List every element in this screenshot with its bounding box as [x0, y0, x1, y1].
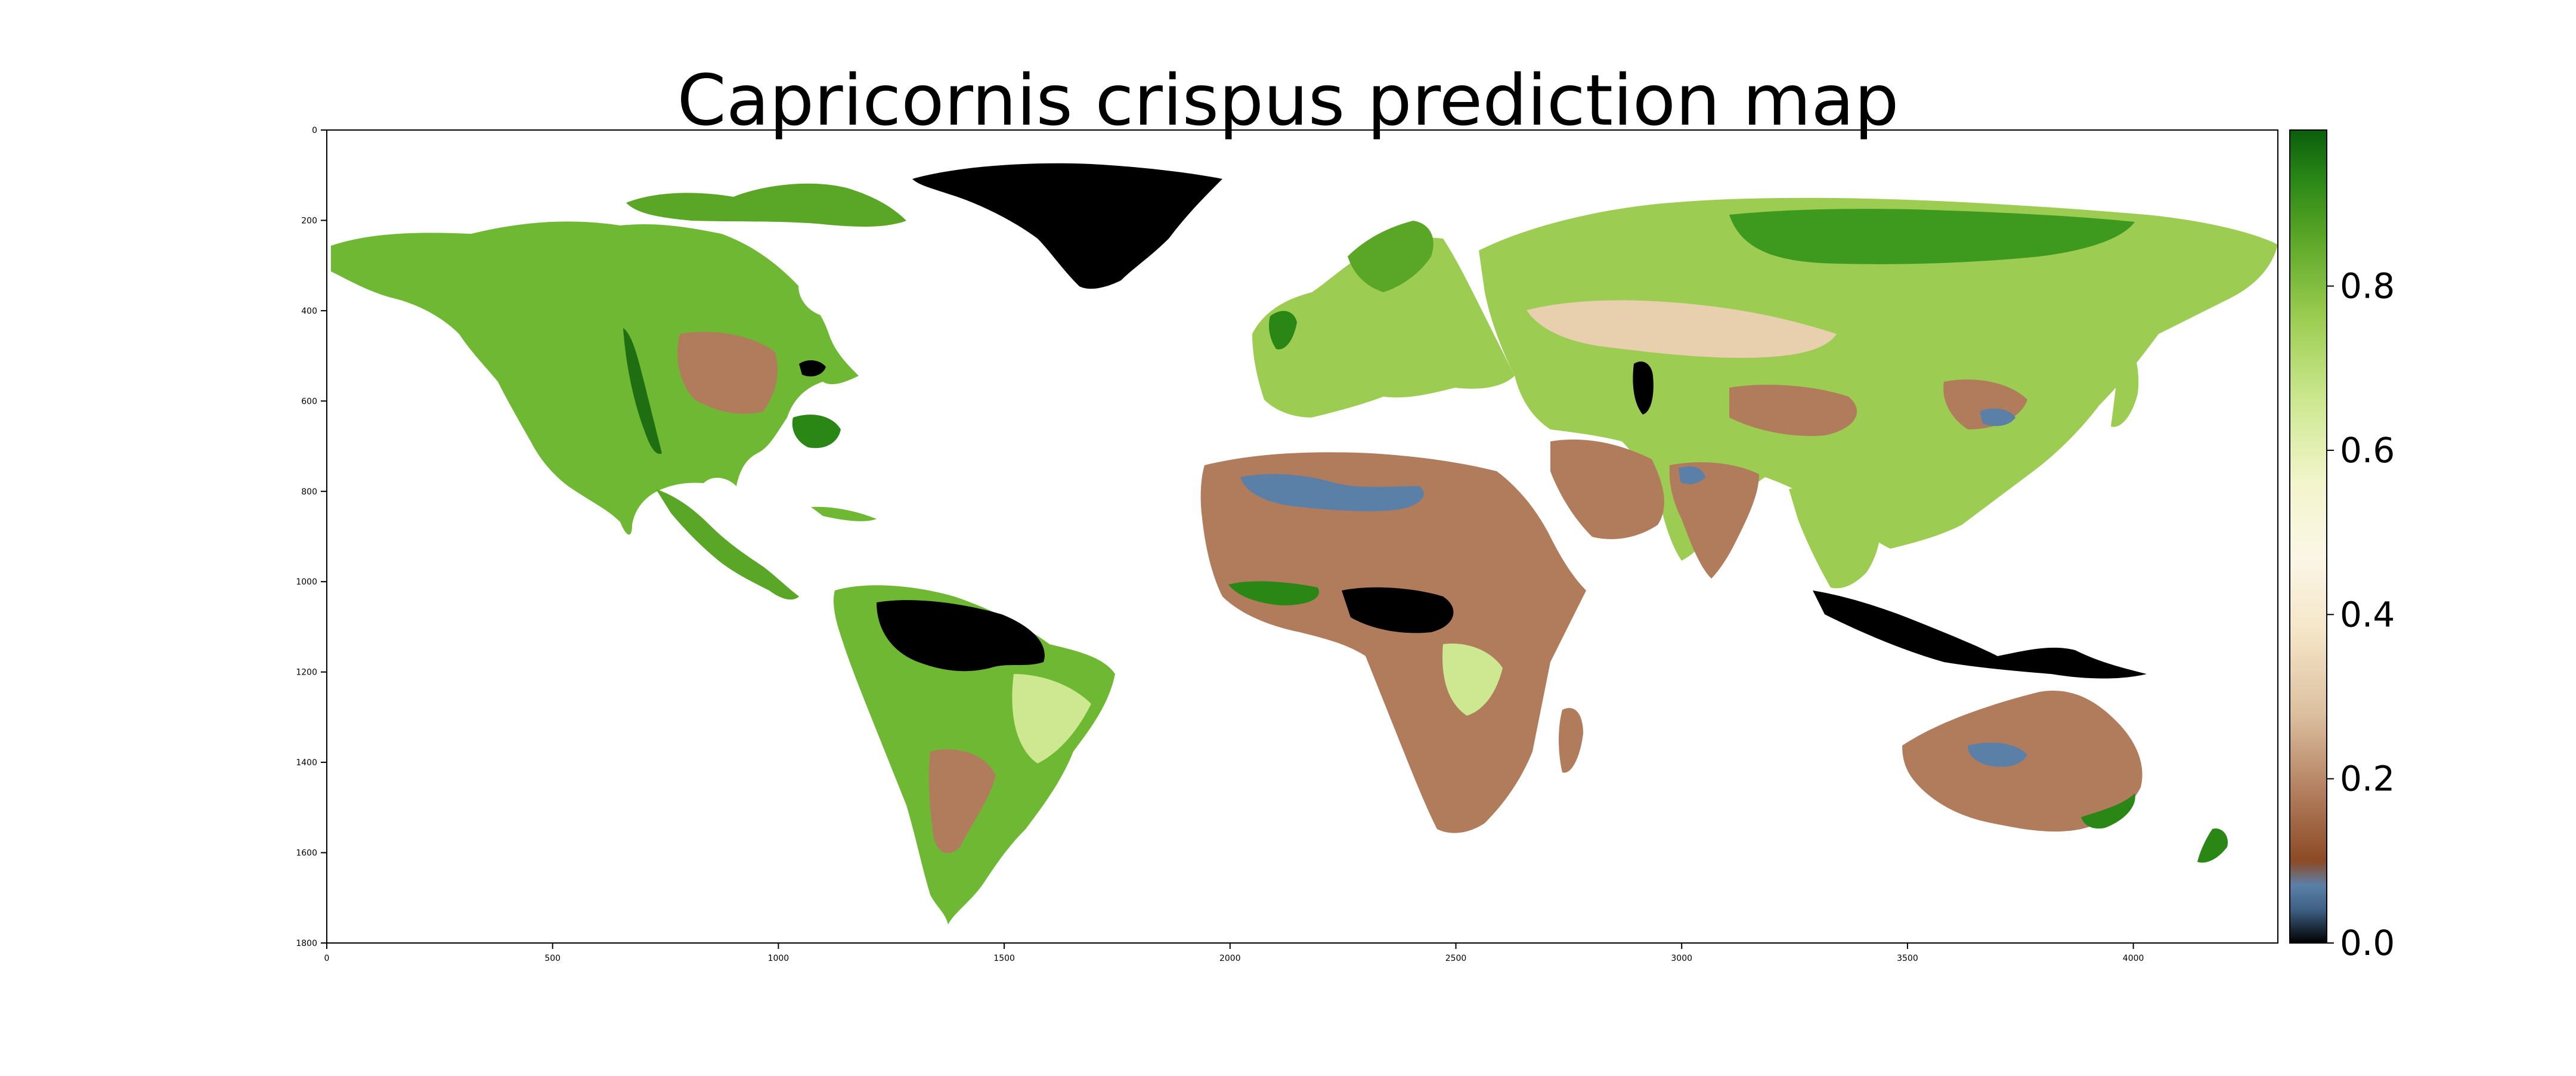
region-us-interior — [677, 332, 778, 414]
region-australia-blue — [1968, 743, 2027, 767]
x-tick-label: 3000 — [1671, 954, 1692, 963]
colorbar-tick-label: 0.2 — [2340, 759, 2395, 799]
colorbar-ticks: 0.0 0.2 0.4 0.6 0.8 — [2327, 266, 2395, 963]
landmass-south-america — [833, 585, 1115, 925]
axes-frame — [326, 129, 2278, 944]
region-tibet — [1729, 385, 1857, 436]
x-tick-label: 2000 — [1219, 954, 1241, 963]
y-tick-label: 400 — [301, 307, 317, 316]
y-tick-label: 200 — [301, 216, 317, 225]
region-congo — [1342, 587, 1454, 633]
x-tick-label: 3500 — [1897, 954, 1918, 963]
region-east-africa — [1442, 644, 1503, 716]
landmass-arctic-islands — [626, 183, 906, 227]
region-west-africa-forest — [1228, 581, 1319, 605]
landmass-scandinavia — [1348, 221, 1433, 292]
region-pacific-coast — [623, 328, 662, 454]
y-tick-label: 600 — [301, 397, 317, 406]
landmass-australia — [1902, 691, 2142, 832]
x-tick-label: 2500 — [1445, 954, 1467, 963]
landmass-africa — [1200, 452, 1586, 833]
landmass-cuba — [811, 506, 877, 521]
landmass-madagascar — [1559, 707, 1583, 773]
landmass-central-america — [656, 489, 799, 600]
landmass-north-america — [331, 221, 859, 535]
landmass-india — [1669, 462, 1759, 579]
x-tick-label: 0 — [324, 954, 330, 963]
x-tick-label: 1500 — [993, 954, 1015, 963]
y-axis-ticks: 0 200 400 600 800 1000 1200 1400 1600 1800 — [296, 126, 327, 948]
landmass-uk — [1269, 311, 1297, 350]
region-mediterranean — [1312, 413, 1527, 438]
y-tick-label: 0 — [312, 126, 317, 135]
colorbar-tick-label: 0.8 — [2340, 266, 2395, 307]
y-tick-label: 800 — [301, 487, 317, 497]
x-tick-label: 500 — [544, 954, 561, 963]
region-china-blue — [1980, 408, 2015, 426]
colorbar-tick-label: 0.0 — [2340, 923, 2395, 963]
region-brazil-highlands — [1012, 674, 1091, 763]
y-tick-label: 1400 — [296, 758, 317, 768]
colorbar-tick-label: 0.4 — [2340, 594, 2395, 635]
landmass-indonesia — [1813, 590, 2147, 679]
landmass-japan — [2111, 334, 2139, 427]
region-india-blue — [1679, 466, 1705, 484]
map-image — [327, 130, 2278, 943]
region-caspian-sea — [1633, 361, 1654, 415]
x-tick-label: 1000 — [768, 954, 789, 963]
y-tick-label: 1200 — [296, 668, 317, 678]
region-amazon — [877, 600, 1045, 672]
colorbar — [2289, 129, 2327, 944]
landmass-new-zealand — [2197, 828, 2228, 863]
region-us-southeast — [792, 415, 841, 449]
region-central-asia-steppe — [1527, 300, 1837, 358]
region-great-lakes — [799, 360, 826, 377]
region-australia-coast — [2081, 793, 2135, 829]
page-title: Capricornis crispus prediction map — [677, 59, 1899, 141]
region-hudson-bay — [798, 275, 859, 317]
y-tick-label: 1600 — [296, 849, 317, 858]
landmass-southeast-asia — [1789, 487, 1881, 589]
region-sahara-blue — [1240, 474, 1424, 512]
region-patagonia — [928, 749, 996, 854]
landmass-arabia — [1550, 439, 1664, 539]
x-axis-ticks: 0 500 1000 1500 2000 2500 3000 3500 4000 — [324, 943, 2144, 963]
colorbar-tick-label: 0.6 — [2340, 430, 2395, 471]
x-tick-label: 4000 — [2123, 954, 2144, 963]
y-tick-label: 1000 — [296, 577, 317, 587]
landmass-europe — [1252, 237, 1515, 418]
region-siberia — [1729, 209, 2135, 264]
landmass-greenland — [912, 163, 1222, 289]
y-tick-label: 1800 — [296, 939, 317, 948]
